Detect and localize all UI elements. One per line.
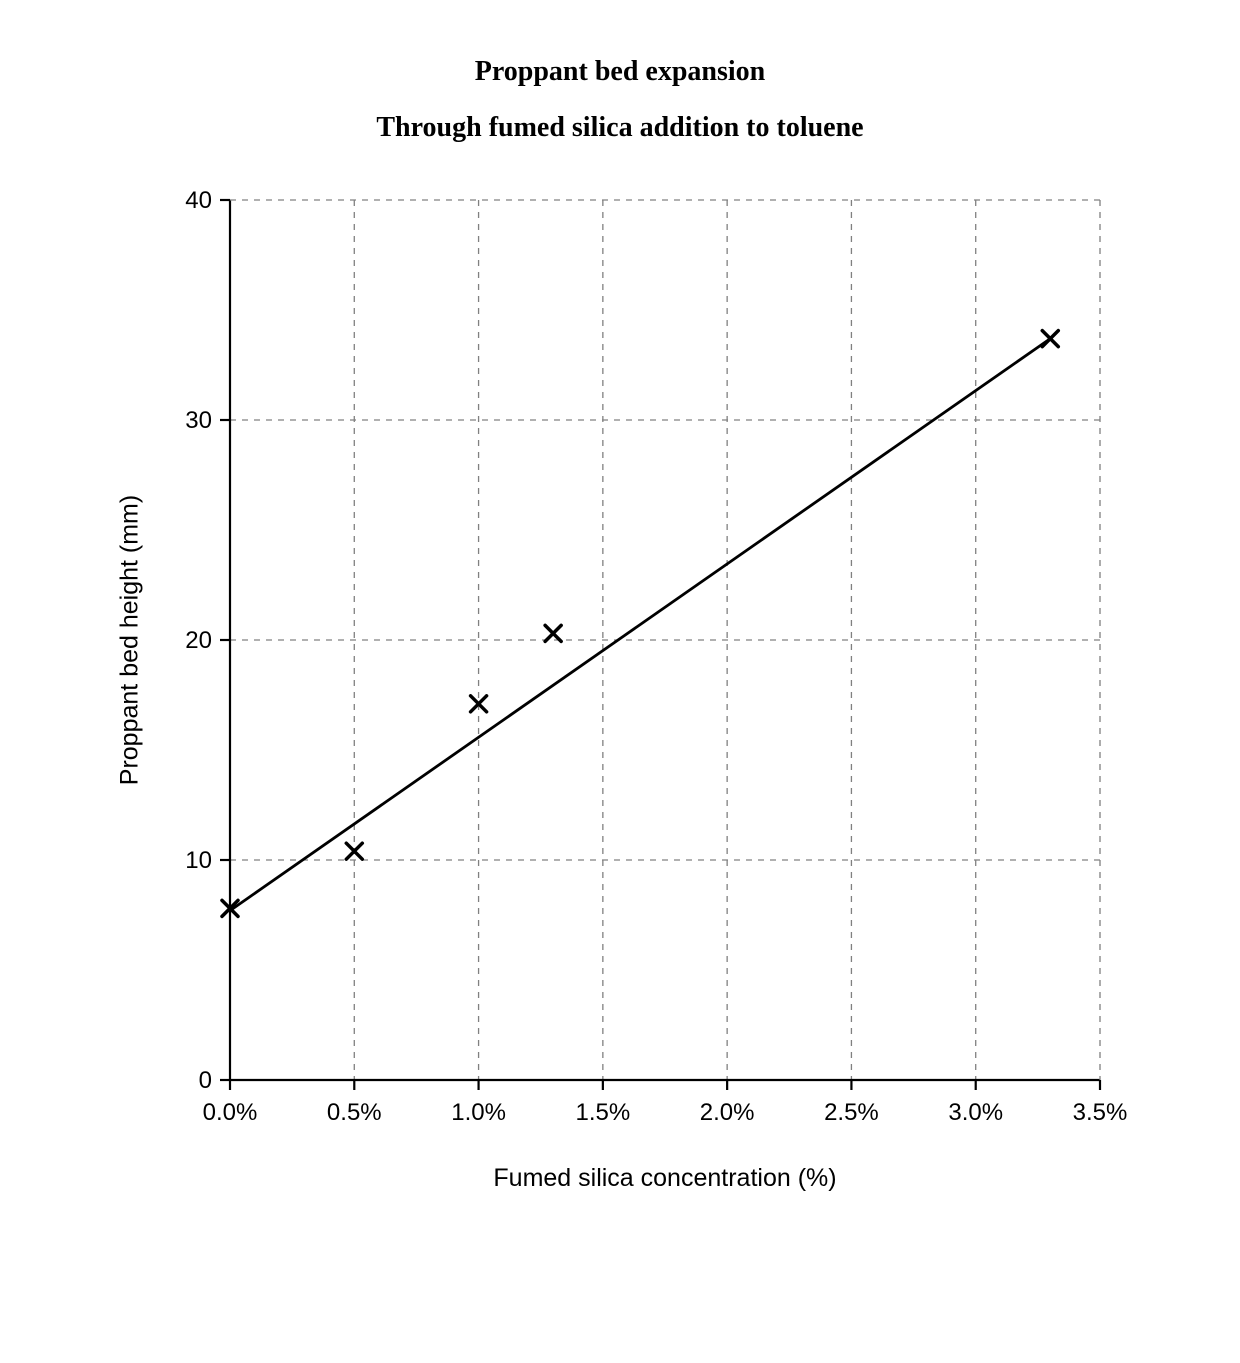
x-tick-label: 1.0%: [451, 1099, 506, 1126]
scatter-chart: 0.0% 0.5% 1.0% 1.5% 2.0% 2.5% 3.0% 3.5% 0 10 20 30 4…: [130, 180, 1130, 1180]
x-tick-label: 3.0%: [948, 1099, 1003, 1126]
x-tick-label: 1.5%: [576, 1099, 631, 1126]
y-axis-label: Proppant bed height (mm): [116, 495, 145, 785]
y-tick-label: 30: [185, 407, 212, 434]
x-tick-label: 2.0%: [700, 1099, 755, 1126]
x-tick-label: 0.5%: [327, 1099, 382, 1126]
chart-svg: 0.0% 0.5% 1.0% 1.5% 2.0% 2.5% 3.0% 3.5% 0 10 20 30 4…: [130, 180, 1130, 1180]
x-tick-label: 2.5%: [824, 1099, 879, 1126]
x-tick-label: 0.0%: [203, 1099, 258, 1126]
y-tick-label: 10: [185, 847, 212, 874]
y-tick-label: 20: [185, 627, 212, 654]
x-tick-label: 3.5%: [1073, 1099, 1128, 1126]
page: Proppant bed expansion Through fumed sil…: [0, 0, 1240, 1363]
y-tick-label: 40: [185, 187, 212, 214]
x-axis-label: Fumed silica concentration (%): [230, 1164, 1100, 1193]
chart-title-line2: Through fumed silica addition to toluene: [0, 112, 1240, 144]
y-tick-label: 0: [199, 1067, 212, 1094]
chart-title-line1: Proppant bed expansion: [0, 56, 1240, 88]
